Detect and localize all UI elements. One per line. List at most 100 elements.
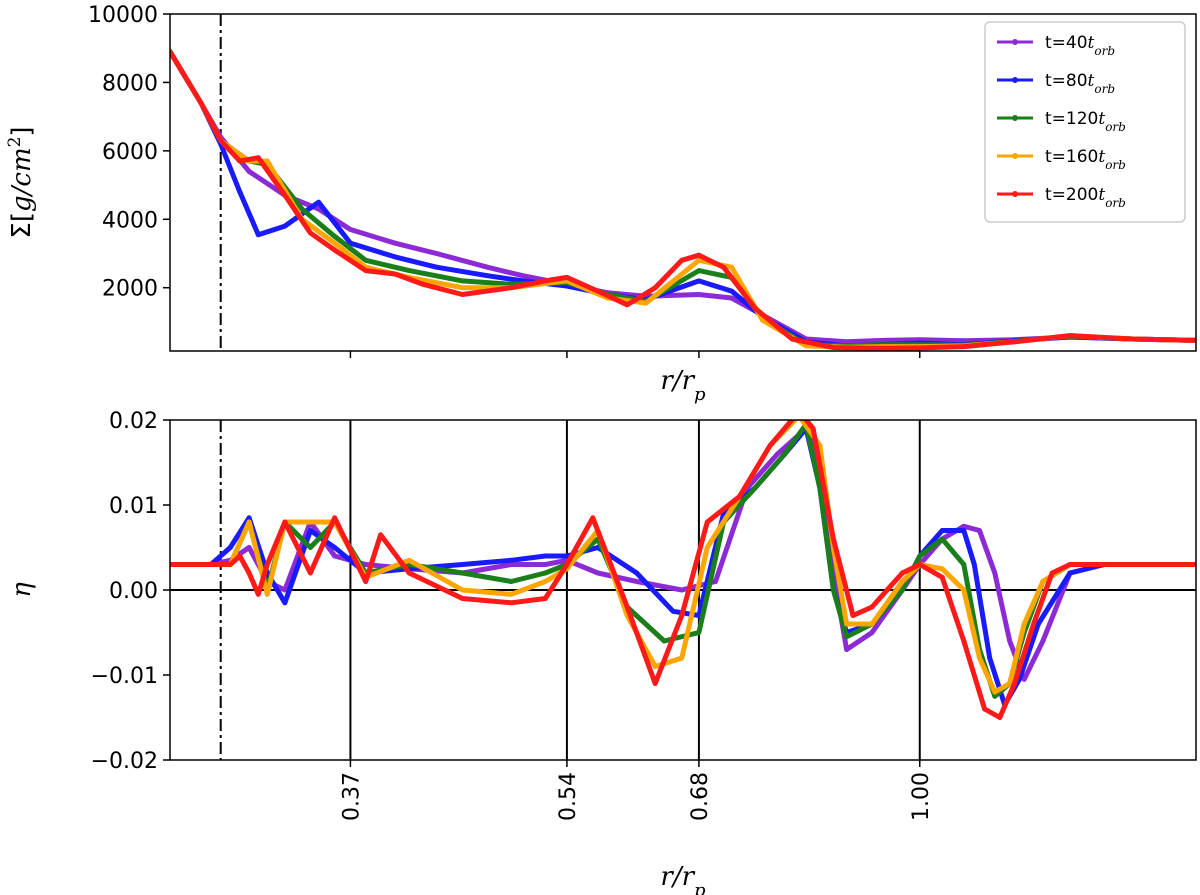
series-point-1-3 — [237, 189, 243, 195]
series-point-1-5 — [282, 223, 288, 229]
legend: t=40torb t=80torb t=120torb t=160torb t=200t… — [984, 21, 1186, 223]
series-point-1-5 — [282, 600, 288, 606]
series-point-4-34 — [997, 715, 1003, 720]
series-point-4-24 — [875, 345, 881, 351]
series-line-3 — [170, 420, 1174, 695]
series-point-3-18 — [704, 545, 710, 550]
series-point-3-29 — [961, 587, 967, 593]
series-point-1-3 — [246, 515, 252, 521]
series-point-3-9 — [406, 557, 412, 563]
series-point-4-32 — [961, 638, 967, 644]
xtick-label-1: 0.54 — [556, 772, 581, 821]
series-point-4-4 — [255, 155, 261, 161]
series-point-3-30 — [977, 655, 982, 661]
series-point-4-3 — [237, 158, 243, 164]
series-point-4-26 — [831, 536, 836, 542]
series-point-4-23 — [767, 443, 773, 448]
series-point-0-15 — [634, 579, 640, 584]
series-group — [170, 409, 1196, 720]
series-point-0-31 — [1007, 638, 1013, 644]
series-point-1-35 — [1067, 570, 1073, 576]
series-point-4-21 — [752, 305, 758, 311]
series-point-0-6 — [348, 227, 353, 232]
series-point-4-9 — [332, 515, 338, 521]
series-point-0-17 — [713, 579, 718, 584]
series-point-4-5 — [255, 591, 261, 597]
series-point-0-32 — [1021, 676, 1027, 682]
series-point-4-15 — [595, 288, 601, 294]
series-point-4-17 — [590, 515, 596, 521]
series-point-4-28 — [869, 604, 875, 610]
series-point-1-28 — [939, 528, 945, 533]
ytick-label-3: 0.01 — [109, 494, 158, 519]
series-point-4-28 — [1067, 333, 1073, 338]
series-point-4-2 — [227, 562, 233, 567]
series-point-4-27 — [1012, 339, 1017, 345]
series-point-4-10 — [420, 281, 426, 287]
ytick-label-1: 4000 — [102, 208, 158, 233]
series-point-3-17 — [679, 655, 685, 661]
series-point-3-32 — [1007, 681, 1013, 686]
series-point-0-28 — [961, 523, 967, 529]
series-point-4-11 — [378, 532, 383, 538]
series-point-4-31 — [939, 574, 945, 580]
series-point-3-13 — [643, 300, 649, 306]
series-point-1-8 — [392, 254, 398, 260]
y-axis-label: η — [7, 582, 37, 598]
y-axis-label: Σ[g/cm2] — [5, 126, 37, 238]
series-point-3-12 — [542, 579, 548, 584]
series-point-1-11 — [508, 557, 514, 563]
series-point-4-22 — [789, 336, 795, 342]
series-point-3-6 — [332, 240, 338, 246]
xtick-label-3: 1.00 — [909, 772, 934, 821]
series-point-3-4 — [264, 158, 270, 164]
series-point-1-15 — [696, 278, 702, 284]
series-point-4-21 — [704, 519, 710, 525]
series-point-1-7 — [348, 240, 353, 246]
series-point-2-22 — [817, 485, 823, 491]
legend-swatch-marker-1 — [1012, 77, 1018, 83]
ytick-label-0: −0.02 — [91, 749, 158, 774]
series-point-0-7 — [392, 240, 398, 246]
series-point-4-25 — [810, 426, 816, 431]
series-point-4-23 — [831, 345, 836, 350]
series-point-3-25 — [869, 621, 875, 627]
series-point-4-39 — [1101, 562, 1107, 567]
series-point-1-30 — [971, 562, 977, 567]
series-point-4-14 — [508, 600, 514, 606]
series-point-2-5 — [299, 206, 305, 212]
series-point-1-6 — [308, 528, 313, 533]
series-point-0-16 — [679, 587, 685, 593]
series-point-3-6 — [308, 519, 313, 525]
series-point-2-19 — [752, 485, 758, 491]
series-point-3-26 — [899, 579, 905, 584]
series-point-3-21 — [797, 413, 802, 418]
xtick-label-0: 0.37 — [339, 772, 364, 821]
series-point-2-12 — [542, 570, 548, 576]
series-point-1-16 — [670, 608, 676, 614]
series-point-0-33 — [1040, 638, 1046, 644]
series-point-2-10 — [460, 570, 465, 576]
series-point-4-19 — [696, 252, 702, 258]
series-point-0-9 — [485, 264, 490, 270]
series-point-4-20 — [721, 264, 726, 270]
series-point-1-10 — [460, 562, 465, 567]
series-point-4-17 — [652, 285, 658, 291]
series-point-0-19 — [775, 451, 780, 457]
series-point-0-23 — [844, 647, 849, 652]
legend-entry-2: t=120torb — [1045, 109, 1126, 134]
series-point-2-6 — [308, 545, 313, 550]
series-point-4-12 — [508, 285, 514, 291]
series-point-4-24 — [797, 409, 802, 414]
legend-swatch-marker-0 — [1012, 39, 1018, 45]
legend-swatch-marker-3 — [1012, 153, 1018, 159]
series-point-2-31 — [992, 693, 998, 699]
series-point-4-13 — [542, 278, 548, 284]
series-point-2-20 — [782, 451, 788, 457]
series-point-0-29 — [977, 528, 982, 533]
series-point-3-31 — [992, 689, 998, 695]
legend-entry-0: t=40torb — [1045, 33, 1115, 58]
xtick-label-2: 0.68 — [688, 772, 713, 821]
series-point-3-4 — [264, 591, 270, 597]
legend-entry-3: t=160torb — [1045, 147, 1126, 172]
